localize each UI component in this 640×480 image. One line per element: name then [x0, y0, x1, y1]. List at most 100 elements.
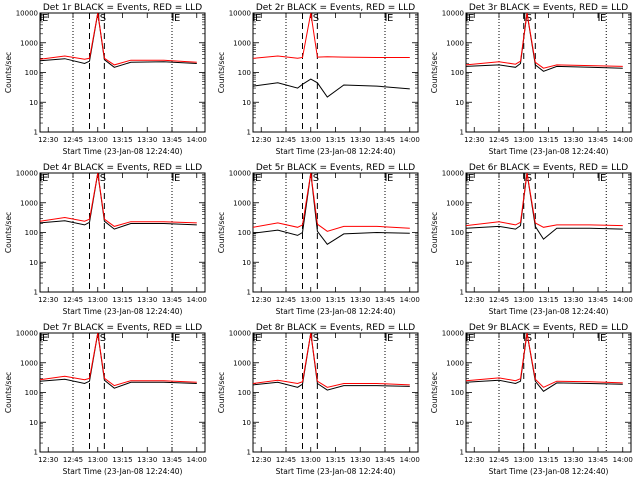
x-axis-label: Start Time (23-Jan-08 12:24:40) [63, 467, 183, 476]
event-marker-label: E [255, 13, 261, 24]
x-tick-label: 13:15 [538, 296, 558, 304]
event-marker-label: E [42, 13, 48, 24]
x-tick-label: 13:00 [88, 136, 108, 144]
x-tick-label: 12:45 [276, 136, 296, 144]
chart-title: Det 7r BLACK = Events, RED = LLD [43, 323, 202, 333]
x-tick-label: 13:00 [88, 456, 108, 464]
y-axis-label: Counts/sec [4, 212, 13, 253]
x-tick-label: 12:30 [464, 456, 484, 464]
y-tick-label: 1000 [20, 199, 38, 207]
x-tick-label: 12:45 [489, 136, 509, 144]
series-line-lld [40, 13, 197, 66]
x-tick-label: 12:30 [251, 296, 271, 304]
event-marker-label: E [600, 173, 606, 184]
series-line-lld [466, 13, 623, 69]
series-line-lld [253, 333, 410, 388]
y-tick-label: 10 [242, 99, 251, 107]
event-marker-label: S [526, 333, 532, 344]
y-tick-label: 100 [238, 229, 251, 237]
y-tick-label: 10 [455, 99, 464, 107]
x-axis-label: Start Time (23-Jan-08 12:24:40) [276, 147, 396, 156]
x-tick-label: 13:30 [137, 136, 157, 144]
y-tick-label: 1000 [233, 39, 251, 47]
y-tick-label: 100 [238, 69, 251, 77]
event-marker-label: S [313, 333, 319, 344]
x-tick-label: 13:30 [137, 296, 157, 304]
x-tick-label: 13:45 [375, 296, 395, 304]
panel-det-1: Det 1r BLACK = Events, RED = LLD Start Ti… [4, 3, 207, 156]
chart-title: Det 5r BLACK = Events, RED = LLD [256, 163, 415, 173]
plot-frame [465, 172, 632, 293]
panel-det-6: Det 6r BLACK = Events, RED = LLD Start Ti… [430, 163, 633, 316]
x-tick-label: 14:00 [400, 296, 420, 304]
y-tick-label: 10000 [229, 170, 251, 178]
event-marker-label: E [387, 173, 393, 184]
x-tick-label: 13:00 [88, 296, 108, 304]
x-tick-label: 14:00 [400, 136, 420, 144]
x-tick-label: 13:30 [350, 456, 370, 464]
plot-frame [39, 172, 206, 293]
y-axis-label: Counts/sec [4, 52, 13, 93]
y-tick-label: 10 [29, 259, 38, 267]
x-tick-label: 13:15 [538, 136, 558, 144]
y-tick-label: 1 [34, 449, 38, 457]
x-axis-label: Start Time (23-Jan-08 12:24:40) [276, 307, 396, 316]
event-marker-label: E [468, 173, 474, 184]
x-tick-label: 13:15 [325, 136, 345, 144]
y-axis-label: Counts/sec [217, 212, 226, 253]
y-tick-label: 100 [25, 389, 38, 397]
event-marker-label: E [600, 333, 606, 344]
x-tick-label: 13:00 [514, 136, 534, 144]
plot-frame [465, 332, 632, 453]
x-tick-label: 14:00 [613, 456, 633, 464]
x-tick-label: 12:30 [251, 456, 271, 464]
x-tick-label: 13:45 [588, 456, 608, 464]
chart-title: Det 2r BLACK = Events, RED = LLD [256, 3, 415, 13]
y-tick-label: 1000 [20, 359, 38, 367]
series-line-lld [40, 333, 197, 387]
x-tick-label: 14:00 [400, 456, 420, 464]
y-tick-label: 100 [238, 389, 251, 397]
plot-frame [39, 12, 206, 133]
panel-det-8: Det 8r BLACK = Events, RED = LLD Start Ti… [217, 323, 420, 476]
y-tick-label: 1 [460, 289, 464, 297]
x-tick-label: 13:00 [301, 136, 321, 144]
event-marker-label: E [387, 13, 393, 24]
x-tick-label: 13:45 [375, 456, 395, 464]
event-marker-label: E [174, 13, 180, 24]
x-tick-label: 12:30 [38, 296, 58, 304]
y-tick-label: 100 [451, 389, 464, 397]
x-tick-label: 12:45 [63, 136, 83, 144]
y-tick-label: 10000 [229, 330, 251, 338]
x-tick-label: 12:30 [464, 296, 484, 304]
y-tick-label: 1 [34, 129, 38, 137]
event-marker-label: S [100, 173, 106, 184]
y-tick-label: 10000 [442, 10, 464, 18]
x-axis-label: Start Time (23-Jan-08 12:24:40) [63, 147, 183, 156]
x-tick-label: 13:30 [137, 456, 157, 464]
x-tick-label: 13:30 [563, 456, 583, 464]
y-tick-label: 10000 [229, 10, 251, 18]
x-tick-label: 14:00 [187, 136, 207, 144]
event-marker-label: E [468, 13, 474, 24]
x-tick-label: 12:45 [276, 456, 296, 464]
x-tick-label: 13:00 [301, 456, 321, 464]
x-tick-label: 13:45 [375, 136, 395, 144]
event-marker-label: E [42, 173, 48, 184]
y-axis-label: Counts/sec [217, 372, 226, 413]
x-axis-label: Start Time (23-Jan-08 12:24:40) [489, 307, 609, 316]
event-marker-label: E [42, 333, 48, 344]
x-axis-label: Start Time (23-Jan-08 12:24:40) [489, 147, 609, 156]
panel-det-7: Det 7r BLACK = Events, RED = LLD Start Ti… [4, 323, 207, 476]
chart-title: Det 3r BLACK = Events, RED = LLD [469, 3, 628, 13]
x-tick-label: 12:30 [464, 136, 484, 144]
y-axis-label: Counts/sec [430, 372, 439, 413]
event-marker-label: E [174, 333, 180, 344]
x-tick-label: 12:45 [63, 296, 83, 304]
x-tick-label: 12:30 [38, 136, 58, 144]
y-tick-label: 1000 [233, 199, 251, 207]
y-tick-label: 10 [29, 99, 38, 107]
x-tick-label: 14:00 [613, 136, 633, 144]
event-marker-label: E [174, 173, 180, 184]
